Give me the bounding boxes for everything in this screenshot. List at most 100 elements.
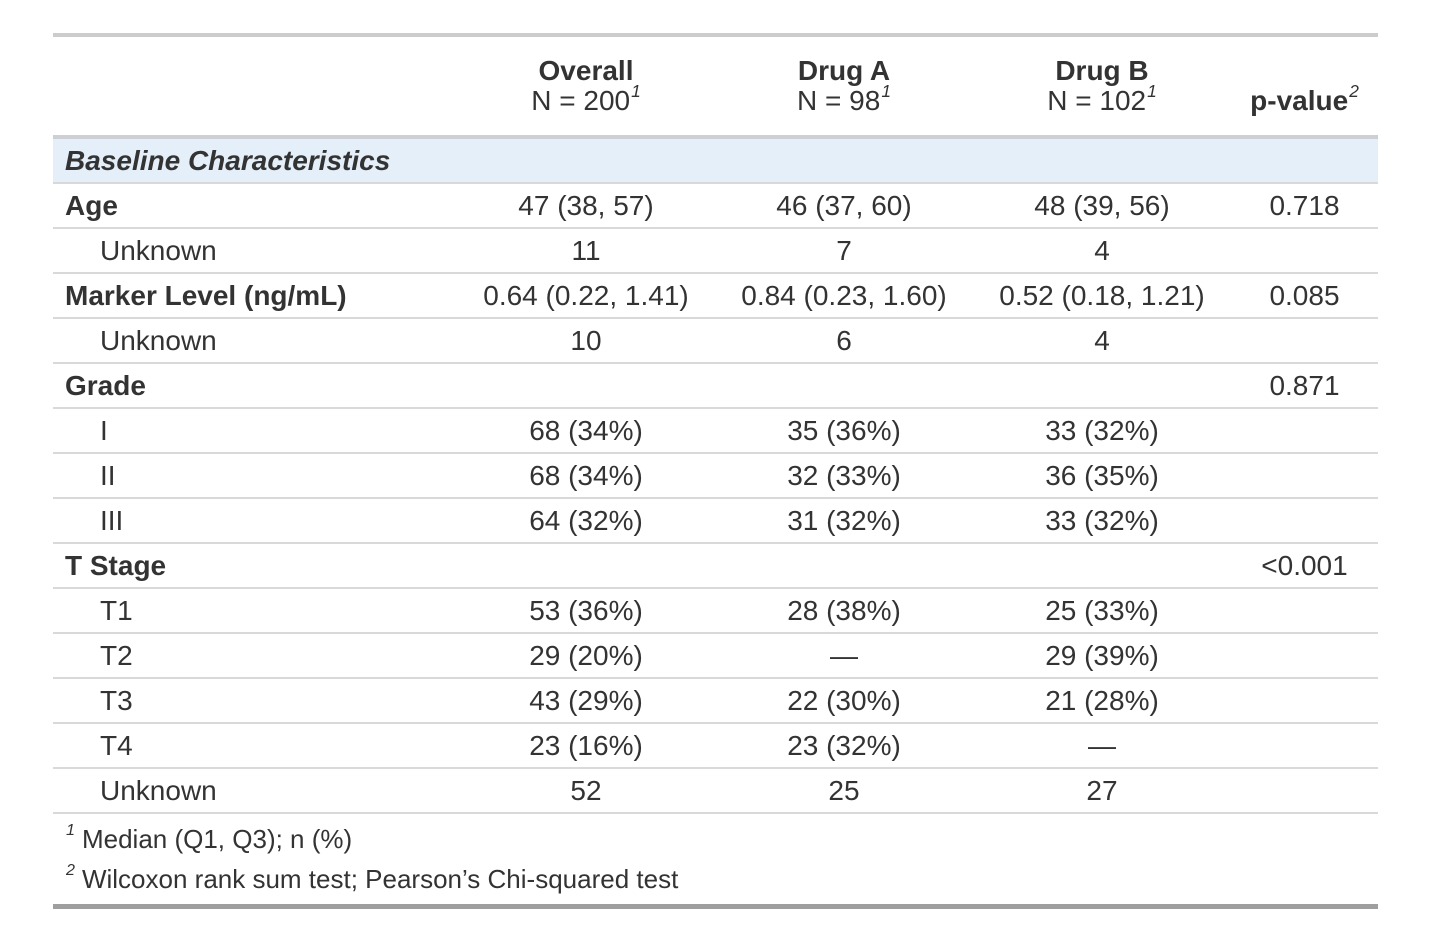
cell-overall: 0.64 (0.22, 1.41) xyxy=(483,280,689,311)
row-label: T4 xyxy=(100,730,133,761)
cell-overall: 68 (34%) xyxy=(529,415,643,446)
cell-drug-b: 25 (33%) xyxy=(1045,595,1159,626)
footnote-1: 1 Median (Q1, Q3); n (%) xyxy=(53,813,1378,859)
cell-p-value xyxy=(1231,408,1378,453)
cell-p-value xyxy=(1231,228,1378,273)
cell-drug-b: 33 (32%) xyxy=(1045,415,1159,446)
footnote-1-text: Median (Q1, Q3); n (%) xyxy=(81,824,353,854)
table-row: Unknown 11 7 4 xyxy=(53,228,1378,273)
cell-drug-b: 4 xyxy=(1094,235,1110,266)
p-value-text: p-value xyxy=(1250,85,1349,116)
cell-drug-a: 32 (33%) xyxy=(787,460,901,491)
table-row: T1 53 (36%) 28 (38%) 25 (33%) xyxy=(53,588,1378,633)
cell-drug-b: 4 xyxy=(1094,325,1110,356)
table-row: T2 29 (20%) — 29 (39%) xyxy=(53,633,1378,678)
footnote-row: 2 Wilcoxon rank sum test; Pearson’s Chi-s… xyxy=(53,859,1378,907)
footnote-mark-2: 2 xyxy=(66,861,75,880)
cell-overall: 10 xyxy=(570,325,602,356)
cell-drug-a: 25 xyxy=(828,775,860,806)
header-row: Overall N = 2001 Drug A N = 981 Drug B N… xyxy=(53,35,1378,139)
table-row: T4 23 (16%) 23 (32%) — xyxy=(53,723,1378,768)
footnote-mark-1: 1 xyxy=(1147,81,1157,102)
cell-p-value: <0.001 xyxy=(1261,550,1348,581)
summary-table-container: Overall N = 2001 Drug A N = 981 Drug B N… xyxy=(53,33,1378,909)
column-n-drug-b: N = 1021 xyxy=(981,82,1223,116)
group-header-row: Baseline Characteristics xyxy=(53,137,1378,183)
baseline-characteristics-table: Overall N = 2001 Drug A N = 981 Drug B N… xyxy=(53,33,1378,909)
row-label: Unknown xyxy=(100,235,217,266)
cell-overall: 53 (36%) xyxy=(529,595,643,626)
cell-drug-a: 6 xyxy=(836,325,852,356)
cell-p-value xyxy=(1231,633,1378,678)
header-label-spacer xyxy=(53,35,457,139)
cell-p-value xyxy=(1231,588,1378,633)
cell-overall: 23 (16%) xyxy=(529,730,643,761)
cell-p-value xyxy=(1231,723,1378,768)
table-body: Baseline Characteristics Age 47 (38, 57) 4… xyxy=(53,137,1378,813)
footnote-mark-1: 1 xyxy=(66,821,75,840)
cell-drug-a: 23 (32%) xyxy=(787,730,901,761)
column-title-p-value: p-value2 xyxy=(1239,82,1370,116)
row-label: Grade xyxy=(65,370,146,401)
column-n-drug-a: N = 981 xyxy=(723,82,965,116)
column-title-drug-b: Drug B xyxy=(1055,55,1149,86)
cell-drug-a: 7 xyxy=(836,235,852,266)
header-overall: Overall N = 2001 xyxy=(457,35,715,139)
cell-drug-b: 0.52 (0.18, 1.21) xyxy=(999,280,1205,311)
cell-p-value: 0.718 xyxy=(1269,190,1340,221)
column-n-overall: N = 2001 xyxy=(465,82,707,116)
header-drug-a: Drug A N = 981 xyxy=(715,35,973,139)
header-p-value: p-value2 xyxy=(1231,35,1378,139)
cell-p-value: 0.085 xyxy=(1269,280,1340,311)
footnote-2: 2 Wilcoxon rank sum test; Pearson’s Chi-s… xyxy=(53,859,1378,907)
cell-p-value xyxy=(1231,453,1378,498)
group-header-label: Baseline Characteristics xyxy=(53,137,1378,183)
cell-p-value xyxy=(1231,318,1378,363)
cell-drug-b: 27 xyxy=(1086,775,1118,806)
cell-drug-b xyxy=(973,543,1231,588)
cell-overall: 64 (32%) xyxy=(529,505,643,536)
cell-overall: 29 (20%) xyxy=(529,640,643,671)
table-row: Grade 0.871 xyxy=(53,363,1378,408)
cell-p-value xyxy=(1231,498,1378,543)
cell-drug-a: 35 (36%) xyxy=(787,415,901,446)
table-header: Overall N = 2001 Drug A N = 981 Drug B N… xyxy=(53,35,1378,139)
column-title-overall: Overall xyxy=(538,55,634,86)
cell-drug-a: 0.84 (0.23, 1.60) xyxy=(741,280,947,311)
cell-drug-a: 22 (30%) xyxy=(787,685,901,716)
cell-drug-b: — xyxy=(1088,730,1116,761)
n-text: N = 98 xyxy=(797,85,881,116)
row-label: T1 xyxy=(100,595,133,626)
table-row: Age 47 (38, 57) 46 (37, 60) 48 (39, 56) 0.71… xyxy=(53,183,1378,228)
row-label: II xyxy=(100,460,116,491)
cell-overall xyxy=(457,543,715,588)
cell-drug-b xyxy=(973,363,1231,408)
table-row: T3 43 (29%) 22 (30%) 21 (28%) xyxy=(53,678,1378,723)
cell-drug-a: 46 (37, 60) xyxy=(776,190,912,221)
header-drug-b: Drug B N = 1021 xyxy=(973,35,1231,139)
row-label: Unknown xyxy=(100,325,217,356)
cell-p-value xyxy=(1231,768,1378,813)
row-label: I xyxy=(100,415,108,446)
table-row: III 64 (32%) 31 (32%) 33 (32%) xyxy=(53,498,1378,543)
cell-drug-a: 31 (32%) xyxy=(787,505,901,536)
row-label: Age xyxy=(65,190,118,221)
column-title-drug-a: Drug A xyxy=(797,55,891,86)
cell-drug-b: 33 (32%) xyxy=(1045,505,1159,536)
cell-overall: 43 (29%) xyxy=(529,685,643,716)
cell-drug-a: — xyxy=(830,640,858,671)
cell-drug-a: 28 (38%) xyxy=(787,595,901,626)
footnote-mark-2: 2 xyxy=(1349,81,1359,102)
cell-overall: 52 xyxy=(570,775,602,806)
cell-overall: 11 xyxy=(571,235,601,266)
table-row: Unknown 52 25 27 xyxy=(53,768,1378,813)
table-row: Marker Level (ng/mL) 0.64 (0.22, 1.41) 0.8… xyxy=(53,273,1378,318)
row-label: T3 xyxy=(100,685,133,716)
table-footnotes: 1 Median (Q1, Q3); n (%) 2 Wilcoxon rank s… xyxy=(53,813,1378,907)
cell-drug-a xyxy=(715,363,973,408)
row-label: Unknown xyxy=(100,775,217,806)
cell-overall: 68 (34%) xyxy=(529,460,643,491)
cell-drug-b: 36 (35%) xyxy=(1045,460,1159,491)
cell-drug-b: 48 (39, 56) xyxy=(1034,190,1170,221)
cell-p-value: 0.871 xyxy=(1269,370,1340,401)
